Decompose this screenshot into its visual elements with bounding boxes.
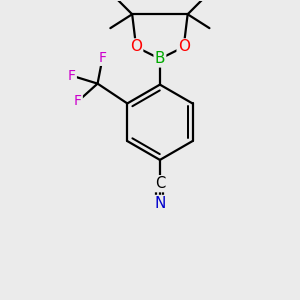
Text: F: F [68, 69, 76, 83]
Text: F: F [98, 51, 106, 65]
Text: F: F [74, 94, 82, 109]
Text: N: N [154, 196, 166, 211]
Text: B: B [155, 51, 165, 66]
Text: O: O [130, 40, 142, 55]
Text: O: O [178, 40, 190, 55]
Text: C: C [155, 176, 165, 191]
